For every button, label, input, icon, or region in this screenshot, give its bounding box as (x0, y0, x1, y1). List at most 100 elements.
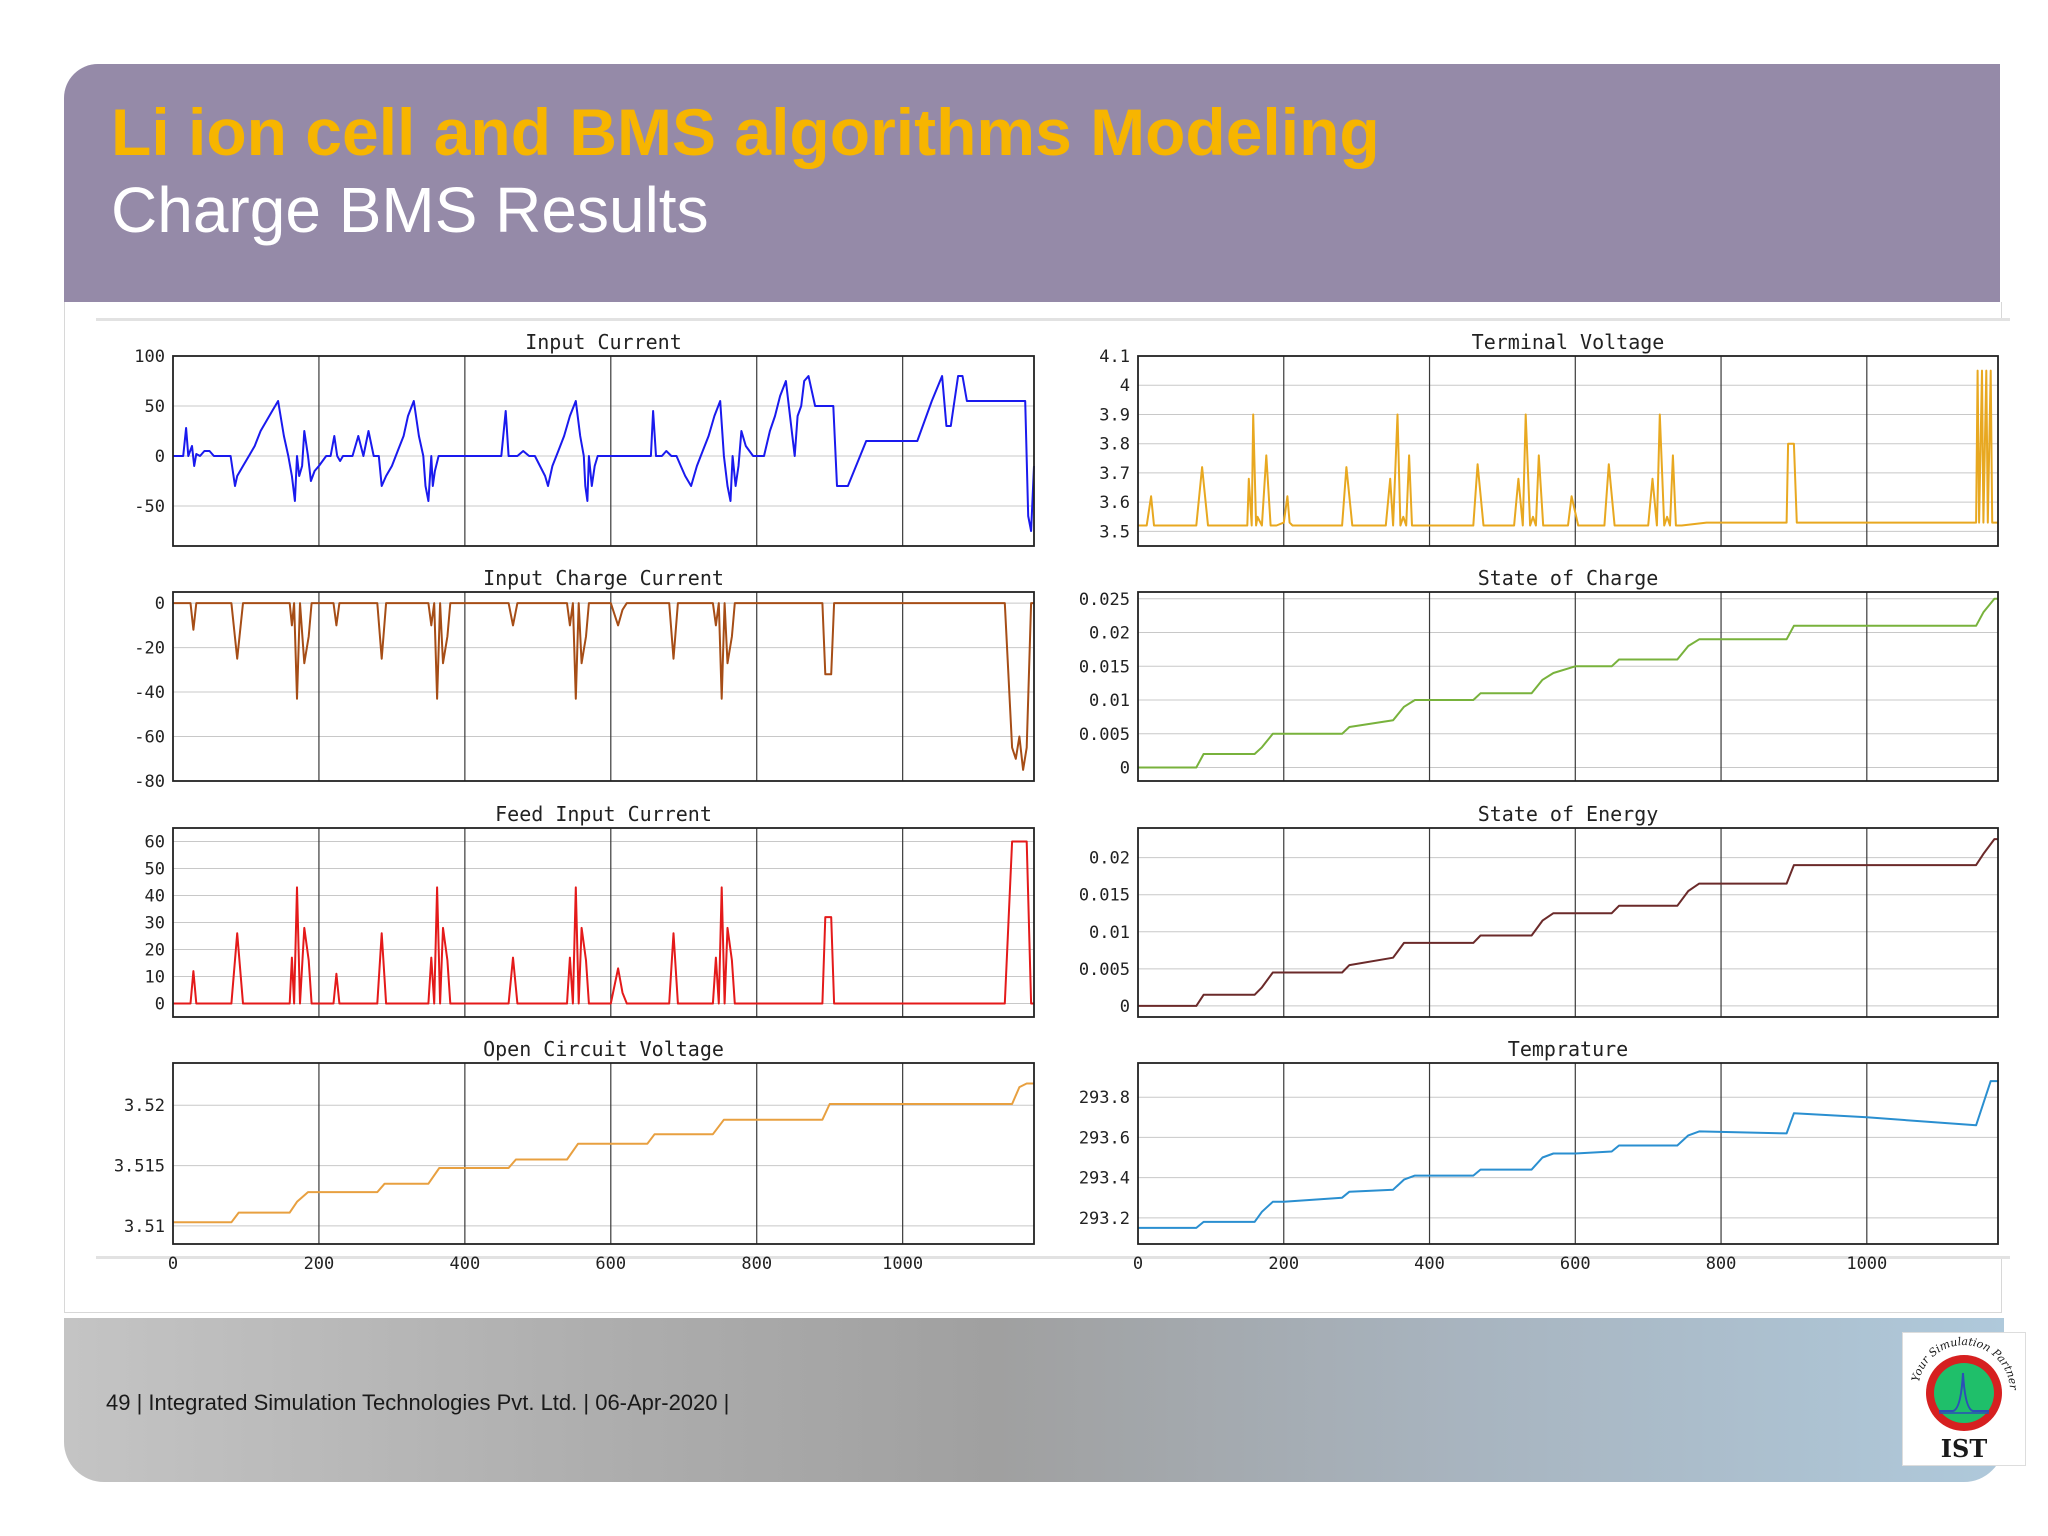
y-tick-label: 0.01 (1089, 923, 1130, 943)
y-tick-label: 3.5 (1099, 522, 1130, 542)
x-tick-label: 0 (168, 1254, 178, 1274)
y-tick-label: 50 (145, 397, 165, 417)
chart-title: Temprature (1508, 1037, 1628, 1061)
chart-6: 0.02 0.015 0.01 0.005 0 State of Energy (1079, 802, 1999, 1018)
chart-title: Input Current (525, 330, 682, 354)
plot-frame (172, 355, 1035, 547)
y-tick-label: 30 (145, 914, 165, 934)
chart-title: Open Circuit Voltage (483, 1037, 724, 1061)
x-tick-label: 1000 (882, 1254, 923, 1274)
y-tick-label: 3.52 (124, 1096, 165, 1116)
chart-1: 100 50 0 -50 Input Current (134, 330, 1035, 547)
series-line (173, 375, 1035, 532)
x-tick-label: 400 (1414, 1254, 1445, 1274)
chart-title: Terminal Voltage (1472, 330, 1665, 354)
x-tick-label: 200 (1268, 1254, 1299, 1274)
chart-8: 293.8 293.6 293.4 293.2 0 200 400 600 800 1000 Tem… (1079, 1037, 1999, 1274)
y-tick-label: 20 (145, 941, 165, 961)
company-logo: Your Simulation Partner IST (1902, 1332, 2026, 1466)
y-tick-label: 0.025 (1079, 590, 1130, 610)
chart-title: Feed Input Current (495, 802, 712, 826)
y-tick-label: 0 (1120, 759, 1130, 779)
chart-title: State of Charge (1478, 566, 1659, 590)
x-tick-label: 200 (304, 1254, 335, 1274)
chart-title: Input Charge Current (483, 566, 724, 590)
y-tick-label: 3.8 (1099, 435, 1130, 455)
logo-monogram: IST (1941, 1434, 1988, 1463)
y-tick-label: 293.4 (1079, 1169, 1130, 1189)
y-tick-label: 100 (134, 347, 165, 367)
slide-footer: 49 | Integrated Simulation Technologies … (64, 1318, 2026, 1482)
y-tick-label: -60 (134, 728, 165, 748)
plot-frame (172, 1062, 1035, 1245)
chart-4: 0.025 0.02 0.015 0.01 0.005 0 State of Charge (1079, 566, 1999, 782)
plot-area-top-rule (96, 318, 2010, 321)
y-tick-label: 0 (155, 995, 165, 1015)
x-tick-label: 800 (1706, 1254, 1737, 1274)
y-tick-label: -50 (134, 497, 165, 517)
chart-title: State of Energy (1478, 802, 1659, 826)
plot-background (1138, 828, 1998, 1017)
series-line (173, 602, 1034, 771)
chart-3: 0 -20 -40 -60 -80 Input Charge Current (134, 566, 1035, 792)
y-tick-label: 3.51 (124, 1217, 165, 1237)
y-tick-label: 40 (145, 887, 165, 907)
y-tick-label: 293.2 (1079, 1209, 1130, 1229)
y-tick-label: 4.1 (1099, 347, 1130, 367)
chart-5: 60 50 40 30 20 10 0 Feed Input Current (145, 802, 1035, 1018)
y-tick-label: -80 (134, 772, 165, 792)
chart-7: 3.52 3.515 3.510 200 400 600 800 1000 Open Circu… (114, 1037, 1035, 1274)
x-tick-label: 0 (1133, 1254, 1143, 1274)
slide-title: Li ion cell and BMS algorithms Modeling (111, 95, 1380, 169)
series-line (1138, 838, 1998, 1007)
y-tick-label: 3.515 (114, 1157, 165, 1177)
series-line (173, 840, 1034, 1005)
chart-2: 4.1 4 3.9 3.8 3.7 3.6 3.5 Terminal Voltage (1099, 330, 1999, 547)
x-tick-label: 1000 (1846, 1254, 1887, 1274)
company-logo-graphic: Your Simulation Partner IST (1909, 1335, 2020, 1463)
plot-frame (172, 591, 1035, 782)
y-tick-label: -20 (134, 639, 165, 659)
plot-frame (1137, 355, 1999, 547)
y-tick-label: 0 (1120, 997, 1130, 1017)
y-tick-label: 0.005 (1079, 960, 1130, 980)
series-line (1138, 1080, 1998, 1229)
series-line (1138, 369, 1998, 527)
plot-background (173, 592, 1034, 781)
x-tick-label: 600 (1560, 1254, 1591, 1274)
plot-background (173, 356, 1034, 546)
y-tick-label: 293.8 (1079, 1088, 1130, 1108)
slide-subtitle: Charge BMS Results (111, 174, 709, 246)
plot-frame (1137, 827, 1999, 1018)
series-line (1138, 597, 1998, 769)
x-tick-label: 600 (595, 1254, 626, 1274)
y-tick-label: 50 (145, 860, 165, 880)
footer-text: 49 | Integrated Simulation Technologies … (106, 1390, 730, 1415)
y-tick-label: 0.015 (1079, 886, 1130, 906)
plot-frame (1137, 1062, 1999, 1245)
plot-background (1138, 356, 1998, 546)
plot-background (1138, 592, 1998, 781)
y-tick-label: 0.01 (1089, 691, 1130, 711)
y-tick-label: 293.6 (1079, 1128, 1130, 1148)
y-tick-label: 0 (155, 594, 165, 614)
y-tick-label: 0.02 (1089, 849, 1130, 869)
y-tick-label: 0 (155, 447, 165, 467)
plot-area-bottom-rule (96, 1256, 2010, 1259)
y-tick-label: 60 (145, 833, 165, 853)
y-tick-label: -40 (134, 683, 165, 703)
x-tick-label: 800 (741, 1254, 772, 1274)
y-tick-label: 10 (145, 968, 165, 988)
series-line (173, 1082, 1034, 1224)
y-tick-label: 3.6 (1099, 493, 1130, 513)
x-tick-label: 400 (450, 1254, 481, 1274)
y-tick-label: 3.9 (1099, 405, 1130, 425)
y-tick-label: 3.7 (1099, 464, 1130, 484)
y-tick-label: 4 (1120, 376, 1130, 396)
y-tick-label: 0.005 (1079, 725, 1130, 745)
plot-frame (1137, 591, 1999, 782)
slide-header: Li ion cell and BMS algorithms Modeling … (64, 64, 2000, 302)
y-tick-label: 0.02 (1089, 624, 1130, 644)
plot-frame (172, 827, 1035, 1018)
